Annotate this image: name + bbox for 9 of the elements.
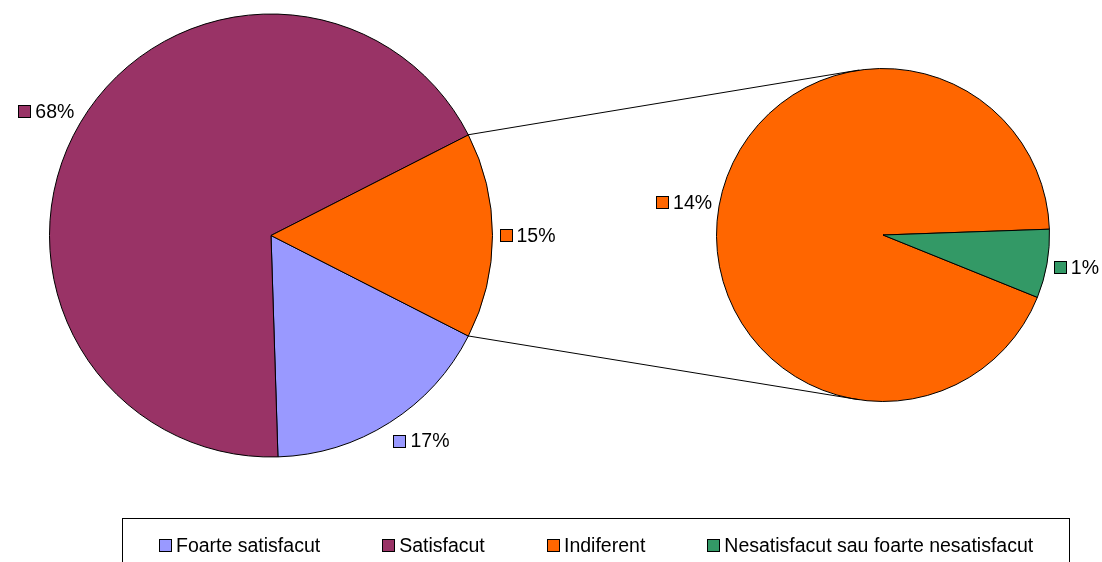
legend-label: Foarte satisfacut: [176, 534, 321, 556]
legend-label: Indiferent: [564, 534, 646, 556]
data-label: 17%: [410, 429, 450, 452]
data-label: 15%: [516, 223, 556, 246]
legend-label: Satisfacut: [399, 534, 485, 556]
data-label: 14%: [673, 190, 713, 213]
legend-label: Nesatisfacut sau foarte nesatisfacut: [724, 534, 1034, 556]
data-label: 68%: [35, 99, 75, 122]
data-label: 1%: [1070, 256, 1100, 279]
